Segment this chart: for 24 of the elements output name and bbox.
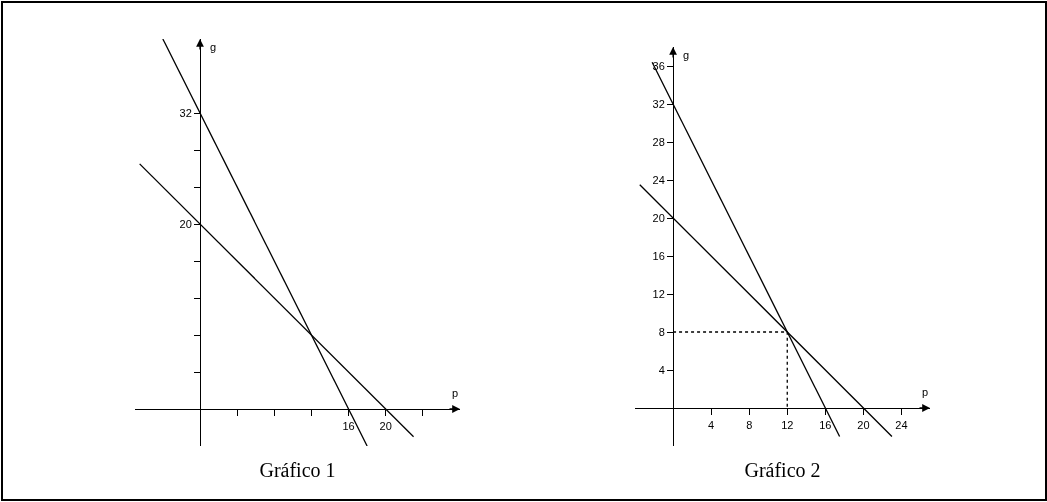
x-axis-title: p xyxy=(452,387,459,399)
x-tick-label: 4 xyxy=(708,418,715,431)
y-tick-label: 28 xyxy=(652,135,665,148)
text: Gráfico 1 xyxy=(259,458,336,481)
x-tick-label: 20 xyxy=(379,419,392,432)
x-tick-label: 16 xyxy=(819,418,832,431)
y-tick-label: 32 xyxy=(652,97,665,110)
y-tick-label: 4 xyxy=(658,363,665,376)
y-tick-label: 16 xyxy=(652,249,665,262)
x-tick-label: 20 xyxy=(857,418,870,431)
y-tick-label: 24 xyxy=(652,173,665,186)
x-tick-label: 8 xyxy=(746,418,753,431)
x-tick-label: 24 xyxy=(895,418,908,431)
x-tick-label: 16 xyxy=(342,419,355,432)
y-axis-title: g xyxy=(683,49,690,61)
y-tick-label: 20 xyxy=(652,211,665,224)
x-axis-title: p xyxy=(922,386,929,398)
y-tick-label: 8 xyxy=(658,325,665,338)
text: Gráfico 2 xyxy=(744,458,821,481)
y-tick-label: 32 xyxy=(179,106,192,119)
x-tick-label: 12 xyxy=(781,418,794,431)
y-axis-title: g xyxy=(210,41,217,53)
y-tick-label: 36 xyxy=(652,59,665,72)
y-tick-label: 12 xyxy=(652,287,665,300)
